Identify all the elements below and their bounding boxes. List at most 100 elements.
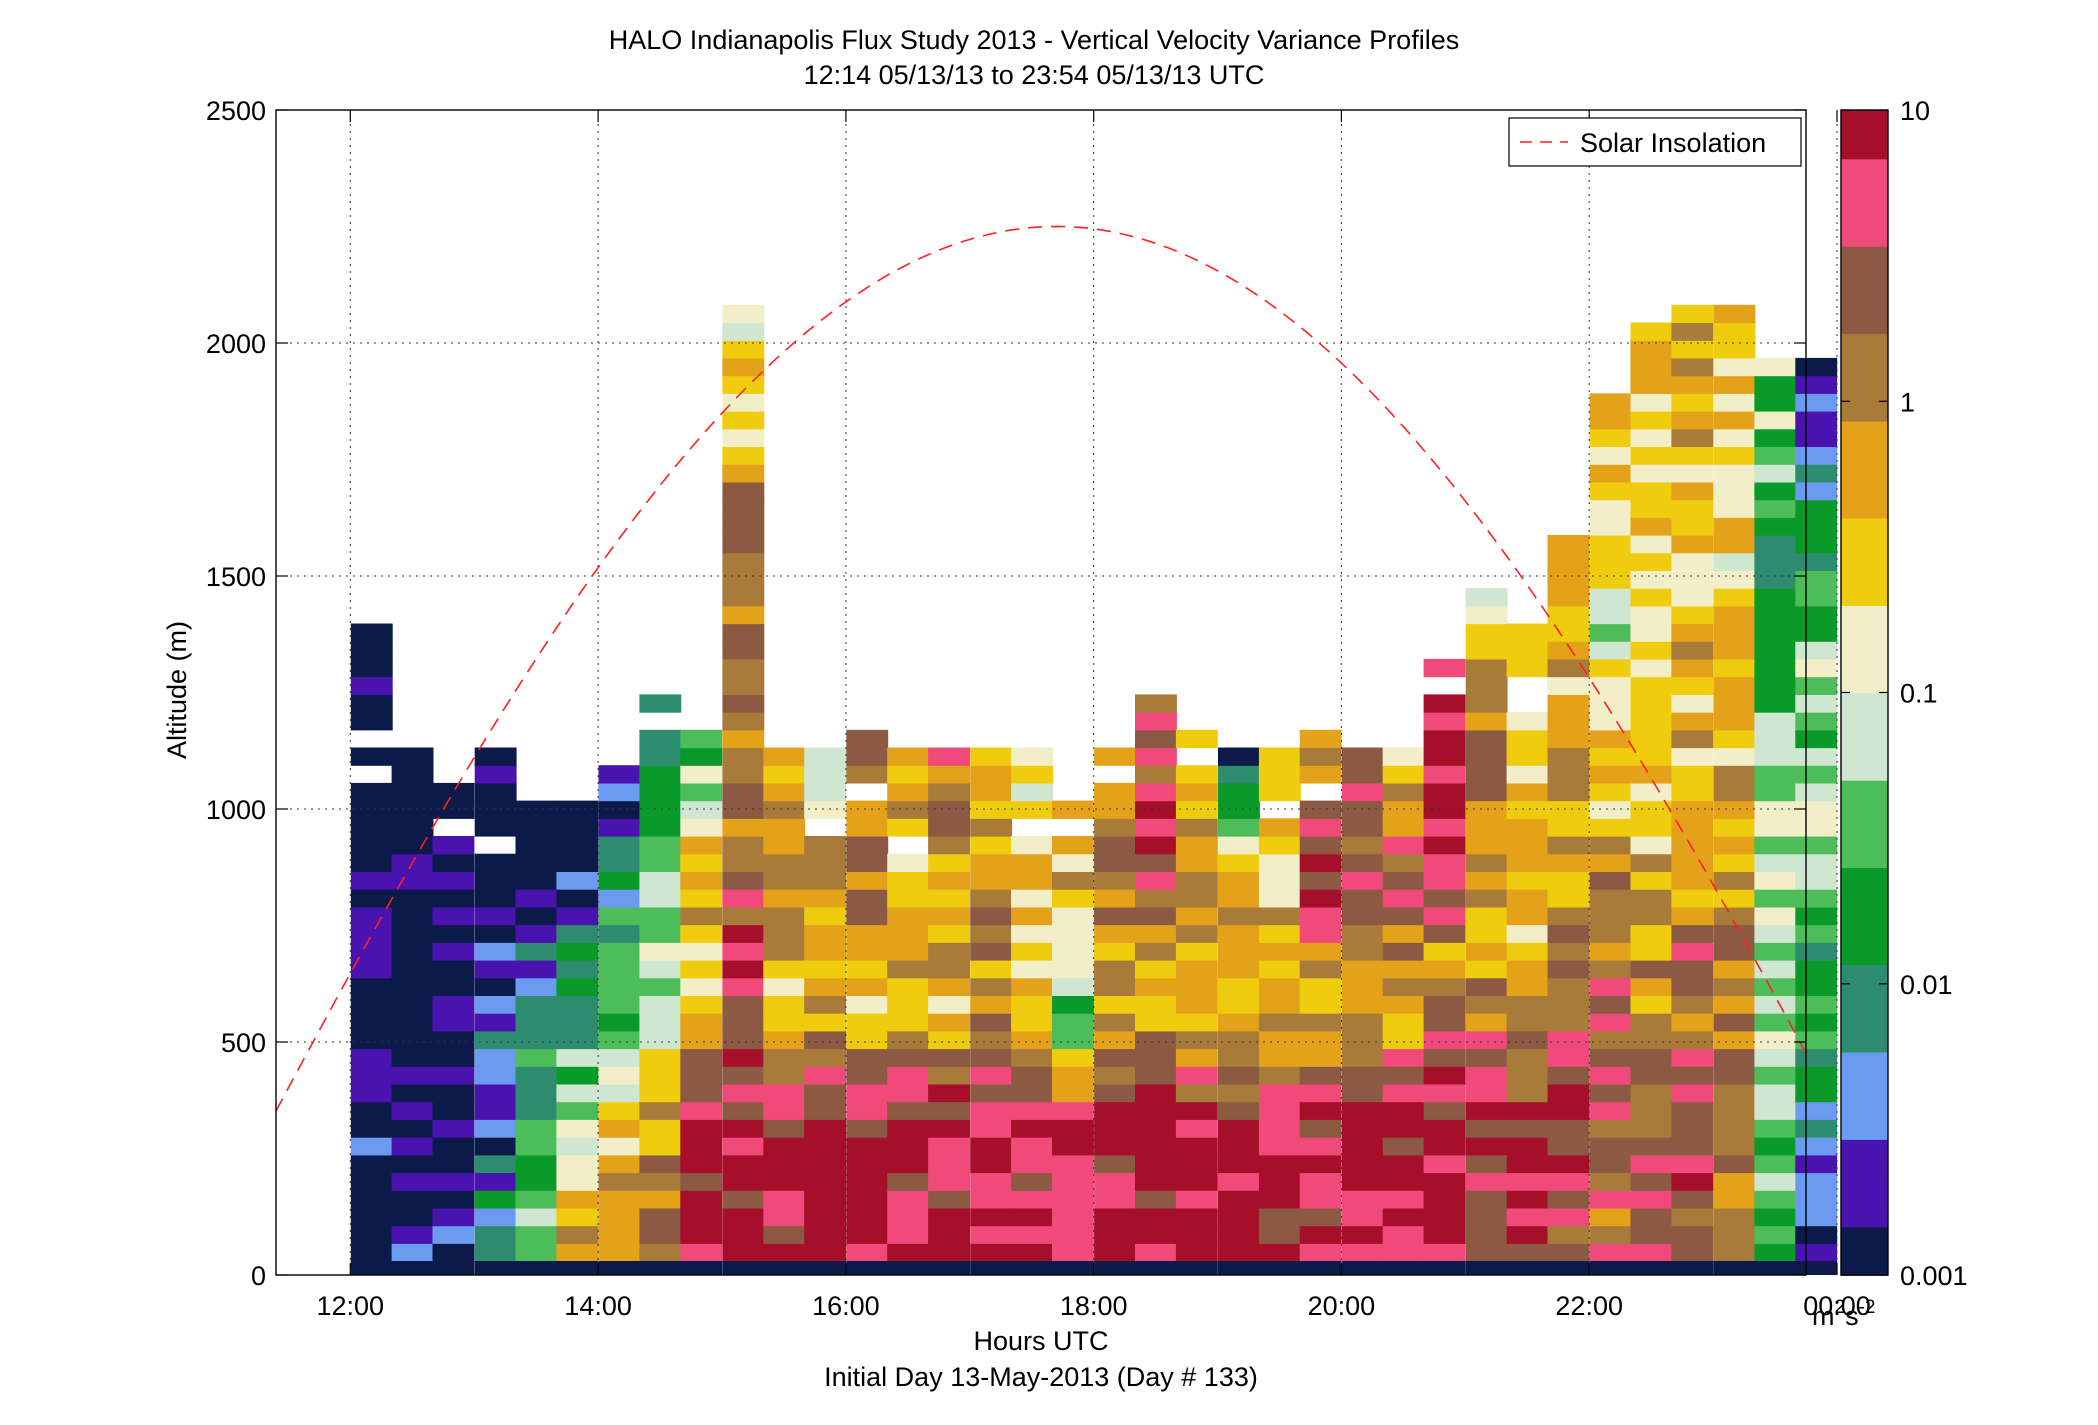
variance-cell — [1506, 853, 1549, 872]
variance-cell — [1465, 1101, 1508, 1120]
variance-cell — [1465, 906, 1508, 926]
variance-cell — [887, 960, 930, 979]
variance-cell — [1754, 712, 1797, 731]
variance-cell — [846, 924, 889, 943]
variance-cell — [639, 1137, 682, 1156]
variance-cell — [1795, 800, 1838, 819]
variance-cell — [474, 960, 517, 979]
colorbar-tick-label: 0.1 — [1900, 679, 1938, 709]
variance-cell — [1218, 1083, 1260, 1103]
x-axis-sublabel: Initial Day 13-May-2013 (Day # 133) — [824, 1362, 1258, 1392]
variance-cell — [1506, 712, 1549, 731]
variance-cell — [763, 960, 806, 979]
variance-cell — [1713, 322, 1756, 341]
variance-cell — [763, 1119, 806, 1138]
variance-cell — [1547, 1119, 1590, 1138]
variance-cell — [350, 1172, 393, 1191]
variance-cell — [763, 782, 806, 802]
variance-cell — [1713, 1172, 1756, 1191]
variance-cell — [887, 906, 930, 926]
variance-cell — [598, 800, 641, 819]
variance-cell — [1754, 1225, 1797, 1244]
variance-cell — [1175, 1119, 1218, 1138]
variance-cell — [1589, 1172, 1632, 1191]
colorbar-tick-label: 10 — [1900, 96, 1930, 126]
variance-cell — [432, 1154, 475, 1174]
variance-cell — [350, 1083, 393, 1103]
variance-cell — [1795, 1013, 1838, 1032]
variance-cell — [680, 747, 723, 766]
variance-cell — [1630, 1190, 1673, 1209]
variance-cell — [1547, 1172, 1590, 1191]
colorbar-band — [1841, 605, 1888, 616]
variance-cell — [1713, 481, 1756, 501]
variance-cell — [1423, 1066, 1466, 1085]
variance-cell — [680, 1261, 723, 1275]
variance-cell — [1011, 1172, 1053, 1191]
variance-cell — [1218, 960, 1260, 979]
variance-cell — [598, 836, 641, 855]
colorbar-band — [1841, 119, 1888, 131]
variance-cell — [1671, 1119, 1714, 1138]
variance-cell — [1630, 782, 1673, 802]
variance-cell — [1011, 765, 1053, 784]
colorbar-band — [1841, 818, 1888, 830]
variance-cell — [804, 1243, 847, 1262]
solar-insolation-line — [275, 225, 1807, 1112]
variance-cell — [556, 1190, 599, 1209]
variance-cell — [763, 924, 806, 943]
variance-cell — [1423, 942, 1466, 961]
variance-cell — [1795, 570, 1838, 589]
colorbar-band — [1841, 362, 1888, 373]
variance-cell — [1671, 800, 1714, 819]
colorbar-band — [1841, 372, 1888, 383]
variance-cell — [474, 1172, 517, 1191]
colorbar-band — [1841, 847, 1888, 859]
variance-cell — [1258, 818, 1301, 837]
variance-cell — [1671, 623, 1714, 642]
variance-cell — [1754, 1190, 1797, 1209]
variance-cell — [928, 1048, 970, 1067]
variance-cell — [970, 1119, 1013, 1138]
variance-cell — [1052, 1066, 1094, 1085]
variance-cell — [1052, 1137, 1094, 1156]
variance-cell — [1671, 1137, 1714, 1156]
variance-cell — [391, 1225, 434, 1244]
variance-cell — [1423, 853, 1466, 872]
variance-cell — [928, 1066, 970, 1085]
legend-solar-label: Solar Insolation — [1580, 128, 1766, 158]
variance-cell — [1011, 800, 1053, 819]
variance-cell — [1547, 960, 1590, 979]
variance-cell — [1671, 535, 1714, 554]
colorbar-band — [1841, 566, 1888, 577]
variance-cell — [391, 1048, 434, 1067]
variance-cell — [1258, 782, 1301, 802]
variance-cell — [763, 1243, 806, 1262]
variance-cell — [1713, 340, 1756, 359]
variance-cell — [1713, 800, 1756, 819]
variance-cell — [1671, 977, 1714, 996]
variance-cell — [1382, 1225, 1425, 1244]
variance-cell — [722, 428, 765, 447]
variance-cell — [1754, 871, 1797, 890]
variance-cell — [1754, 782, 1797, 802]
colorbar-band — [1841, 323, 1888, 335]
variance-cell — [763, 1066, 806, 1085]
variance-cell — [1258, 1243, 1301, 1262]
variance-cell — [1630, 605, 1673, 625]
variance-cell — [1713, 1030, 1756, 1050]
variance-cell — [1218, 1243, 1260, 1262]
variance-cell — [1465, 800, 1508, 819]
variance-cell — [1547, 924, 1590, 943]
variance-cell — [1713, 1207, 1756, 1227]
variance-cell — [804, 1190, 847, 1209]
variance-cell — [680, 782, 723, 802]
variance-cell — [1547, 605, 1590, 625]
variance-cell — [391, 1119, 434, 1138]
variance-cell — [1547, 836, 1590, 855]
variance-cell — [722, 977, 765, 996]
colorbar-band — [1841, 779, 1888, 791]
variance-cell — [639, 1190, 682, 1209]
variance-cell — [1382, 1190, 1425, 1209]
variance-cell — [680, 1172, 723, 1191]
